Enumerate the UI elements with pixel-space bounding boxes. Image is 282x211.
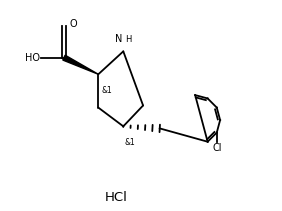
Text: &1: &1 — [102, 86, 112, 95]
Polygon shape — [63, 55, 98, 74]
Text: HCl: HCl — [105, 191, 127, 204]
Text: N: N — [115, 34, 122, 44]
Text: HO: HO — [25, 53, 40, 63]
Text: O: O — [69, 19, 77, 29]
Text: Cl: Cl — [212, 143, 222, 153]
Text: H: H — [125, 35, 132, 44]
Text: &1: &1 — [125, 138, 136, 147]
